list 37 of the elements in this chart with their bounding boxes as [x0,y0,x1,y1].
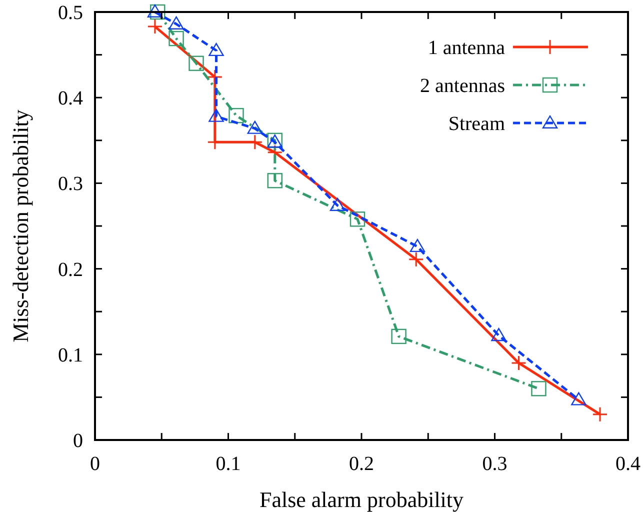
point [188,56,204,71]
point [228,108,244,124]
legend-label: Stream [448,113,506,135]
point [168,16,184,30]
point [247,120,262,134]
point [147,18,163,34]
y-tick-label: 0 [73,430,83,452]
point [571,392,586,406]
point [592,406,608,422]
point [267,173,282,188]
legend-label: 1 antenna [428,37,506,59]
y-tick-label: 0.5 [58,2,83,24]
point [147,4,163,18]
point [208,42,224,56]
point [491,328,506,342]
y-tick-label: 0.4 [58,88,83,110]
point [350,212,366,227]
point [410,238,426,252]
point [408,252,424,268]
legend-label: 2 antennas [420,75,506,97]
x-tick-label: 0.4 [616,453,640,475]
y-axis-title: Miss-detection probability [8,110,33,342]
y-tick-label: 0.2 [58,258,83,281]
point [150,4,166,20]
x-tick-label: 0.3 [482,453,508,475]
point [168,30,184,46]
point [208,108,224,122]
y-tick-label: 0.1 [58,344,83,366]
point [531,381,546,396]
x-tick-label: 0 [90,453,100,475]
x-tick-label: 0.1 [216,453,241,475]
x-tick-label: 0.2 [349,453,374,475]
point [330,198,346,211]
y-tick-label: 0.3 [58,173,83,196]
x-axis-title: False alarm probability [259,487,464,512]
point [391,328,406,344]
point [510,355,526,371]
